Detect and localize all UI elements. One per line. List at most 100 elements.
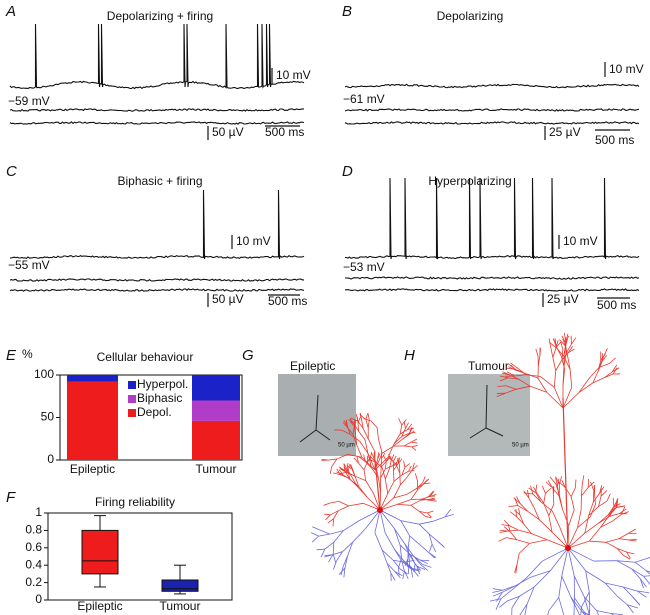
y-tick-label: 0.2 [25,575,42,589]
dendrite [327,518,334,524]
trace [344,121,640,125]
dendrite [402,434,410,440]
dendrite [395,464,401,474]
dendrite [323,502,331,506]
dendrite [331,458,338,467]
dendrite [318,533,330,537]
dendrite [363,469,367,481]
dendrite [549,341,557,349]
dendrite [529,385,548,393]
dendrite [550,547,569,572]
dendrite [400,520,420,525]
dendrite [567,540,590,549]
dendrite [332,554,337,564]
dendrite [616,548,624,556]
dendrite [510,362,518,369]
dendrite [362,428,369,440]
dendrite [404,543,414,557]
dendrite [527,489,530,498]
dendrite [543,493,546,504]
dendrite [506,537,517,541]
dendrite [333,510,339,520]
dendrite [608,507,617,516]
scale-label: 10 mV [563,234,598,248]
dendrite [409,431,416,434]
dendrite [557,485,560,496]
dendrite [543,503,550,516]
dendrite [618,538,630,541]
dendrite [404,559,415,563]
dendrite [548,504,555,516]
dendrite [410,554,416,565]
dendrite [374,453,383,471]
dendrite [325,514,331,521]
dendrite [379,503,398,511]
dendrite [614,501,618,509]
dendrite [548,597,560,611]
scale-label: 50 µV [212,292,244,306]
dendrite [404,561,413,568]
apical-dendrite [562,397,569,549]
dendrite [338,501,349,507]
dendrite [428,533,433,545]
dendrite [403,460,406,468]
x-tick-label: Epileptic [77,599,122,613]
dendrite [401,432,410,437]
dendrite [358,456,366,462]
dendrite [588,501,594,516]
panel-title: Depolarizing [437,9,504,23]
dendrite [598,500,608,507]
dendrite [423,482,431,485]
dendrite [328,458,338,461]
dendrite [367,413,370,420]
dendrite [596,610,612,614]
dendrite [365,413,369,420]
dendrite [525,373,539,379]
dendrite [366,496,381,511]
dendrite [585,570,590,593]
dendrite [509,511,517,517]
dendrite [401,470,409,476]
potential-label: −55 mV [8,258,50,272]
dendrite [365,509,381,529]
dendrite [346,426,351,435]
chart-title: Cellular behaviour [97,350,194,364]
dendrite [557,478,560,486]
dendrite [347,541,354,557]
dendrite [612,514,622,522]
dendrite [357,422,359,432]
dendrite [363,418,371,422]
dendrite [570,597,579,613]
dendrite [333,530,344,543]
dendrite [616,595,628,606]
y-tick-label: 0.6 [25,540,42,554]
dendrite [514,374,526,377]
dendrite [570,496,575,510]
dendrite [546,392,564,409]
trace [9,23,305,90]
panel-title: Biphasic + firing [117,174,202,188]
dendrite [503,519,510,526]
dendrite [598,361,603,371]
dendrite [425,515,432,519]
dendrite [413,555,422,566]
dendrite [501,524,510,527]
dendrite [609,357,616,364]
dendrite [394,528,406,545]
dendrite [562,392,580,409]
potential-label: −61 mV [343,92,385,106]
dendrite [342,555,348,567]
dendrite [352,528,366,543]
dendrite [631,568,641,580]
dendrite [418,523,430,535]
dendrite [381,549,388,564]
dendrite [336,454,348,460]
dendrite [510,364,517,371]
dendrite [584,523,599,534]
dendrite [342,541,354,552]
dendrite [316,548,325,551]
dendrite [561,575,572,598]
dendrite [343,466,349,472]
dendrite [348,502,364,507]
dendrite [330,500,339,504]
